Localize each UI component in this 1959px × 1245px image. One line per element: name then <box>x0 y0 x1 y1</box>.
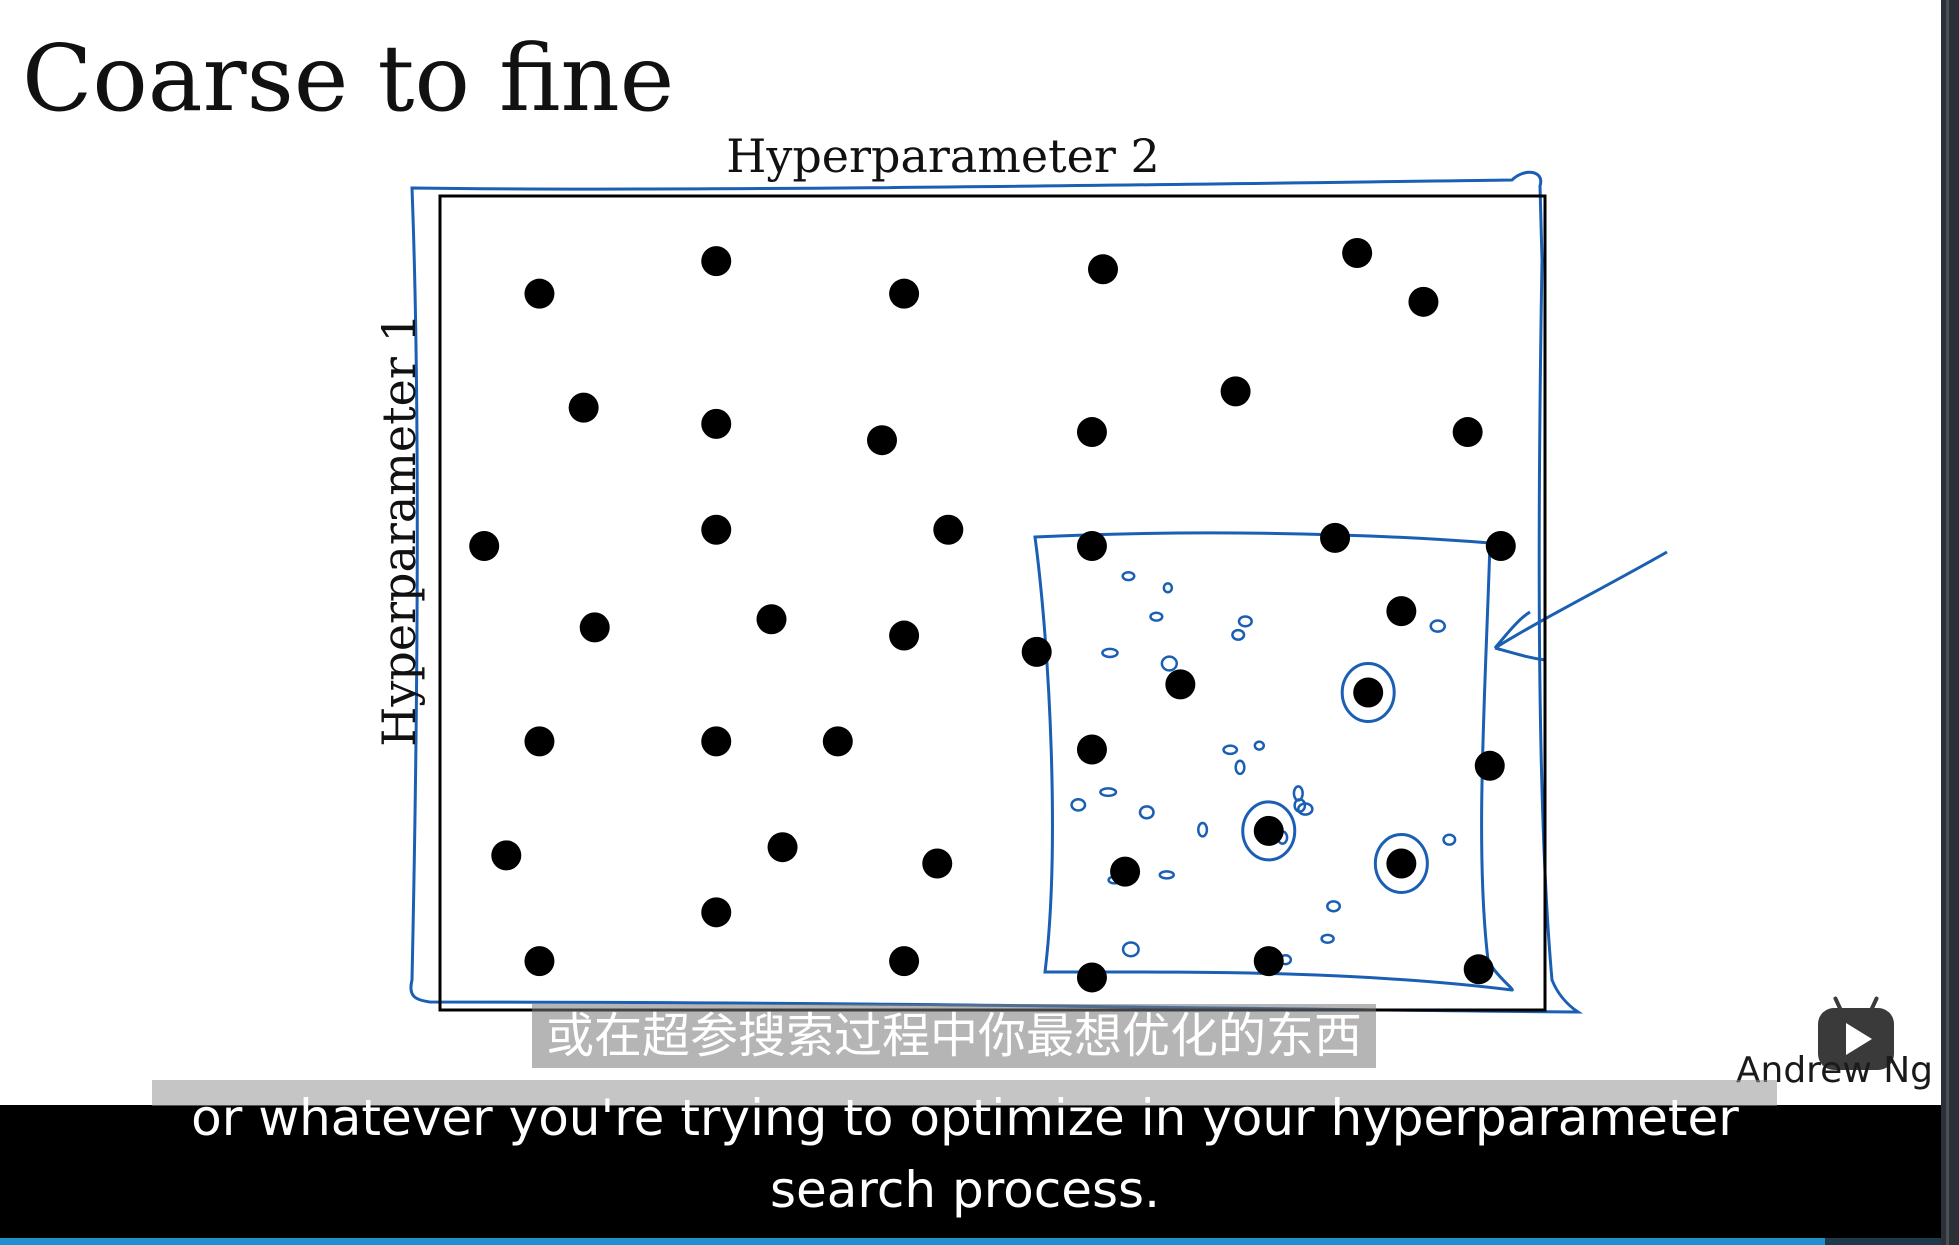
data-point-15 <box>1076 531 1107 562</box>
data-point-2 <box>889 278 920 309</box>
data-point-18 <box>579 612 610 643</box>
fine-sample-mark-8 <box>1121 570 1136 582</box>
play-triangle-icon <box>1846 1023 1872 1055</box>
data-point-37 <box>524 946 555 977</box>
data-point-29 <box>1474 750 1505 781</box>
data-point-0 <box>524 278 555 309</box>
bilibili-tv-icon[interactable] <box>1818 995 1894 1070</box>
data-point-31 <box>767 832 798 863</box>
data-point-20 <box>889 620 920 651</box>
fine-sample-mark-10 <box>1197 821 1209 838</box>
fine-sample-mark-14 <box>1070 798 1087 812</box>
data-point-1 <box>701 246 732 277</box>
data-point-16 <box>1320 522 1351 553</box>
data-point-14 <box>933 514 964 545</box>
data-point-23 <box>1165 669 1196 700</box>
data-point-41 <box>1463 954 1494 985</box>
x-axis-label: Hyperparameter 2 <box>726 129 1159 183</box>
data-point-24 <box>1353 677 1384 708</box>
fine-sample-mark-21 <box>1138 805 1155 820</box>
subtitle-english: or whatever you're trying to optimize in… <box>191 1089 1739 1219</box>
data-point-7 <box>701 408 732 439</box>
video-progress-bar[interactable] <box>0 1238 1941 1245</box>
data-point-17 <box>1485 531 1516 562</box>
fine-sample-mark-25 <box>1101 647 1119 659</box>
data-point-10 <box>1220 376 1251 407</box>
subtitle-bar <box>0 1105 1941 1240</box>
data-point-30 <box>491 840 522 871</box>
plot-frame <box>438 194 1547 1012</box>
arrow-annotation <box>1493 550 1668 662</box>
data-point-35 <box>1386 848 1417 879</box>
data-point-6 <box>568 392 599 423</box>
circled-points <box>1241 662 1429 894</box>
data-point-28 <box>1076 734 1107 765</box>
fine-sample-mark-0 <box>1253 740 1266 751</box>
y-axis-label: Hyperparameter 1 <box>372 313 426 746</box>
subtitle-highlight <box>152 1080 1777 1106</box>
fine-sample-mark-24 <box>1237 615 1253 628</box>
data-point-8 <box>867 425 897 456</box>
fine-sample-mark-18 <box>1160 655 1179 672</box>
data-point-21 <box>1021 636 1052 667</box>
data-point-4 <box>1342 237 1373 268</box>
data-point-26 <box>701 726 732 757</box>
fine-sample-mark-23 <box>1292 785 1304 802</box>
data-point-40 <box>1253 946 1284 977</box>
data-point-27 <box>822 726 853 757</box>
fine-sample-mark-22 <box>1162 582 1174 594</box>
data-point-11 <box>1452 417 1483 448</box>
data-point-9 <box>1076 417 1107 448</box>
circled-point-0 <box>1340 662 1396 724</box>
fine-sample-mark-16 <box>1231 628 1246 641</box>
fine-region-outline <box>1033 531 1514 992</box>
window-edge-strip <box>1941 0 1959 1245</box>
circled-point-1 <box>1241 800 1297 862</box>
data-point-32 <box>922 848 953 879</box>
data-point-12 <box>469 531 500 562</box>
data-point-3 <box>1088 254 1118 285</box>
data-point-25 <box>524 726 555 757</box>
fine-sample-mark-11 <box>1149 611 1164 622</box>
fine-sample-mark-3 <box>1320 933 1335 944</box>
data-point-13 <box>701 514 732 545</box>
fine-sample-mark-6 <box>1099 787 1118 798</box>
outer-annotation-outline <box>409 170 1584 1014</box>
data-points <box>469 237 1516 993</box>
fine-sample-mark-1 <box>1234 759 1246 776</box>
data-point-22 <box>1386 596 1417 627</box>
fine-sample-mark-7 <box>1222 744 1239 756</box>
fine-sample-mark-15 <box>1442 833 1457 846</box>
window-edge-highlight <box>1946 0 1949 1245</box>
data-point-33 <box>1110 856 1141 887</box>
data-point-34 <box>1253 815 1284 846</box>
fine-sample-mark-12 <box>1297 802 1314 816</box>
fine-sample-mark-4 <box>1326 900 1342 913</box>
scatter-plot: Hyperparameter 2 Hyperparameter 1 <box>372 129 1668 1014</box>
fine-sample-mark-17 <box>1158 870 1175 880</box>
fine-sample-mark-5 <box>1121 941 1140 958</box>
slide-canvas: Coarse to fine Hyperparameter 2 Hyperpar… <box>22 25 1668 1014</box>
data-point-19 <box>756 604 787 635</box>
slide-title: Coarse to fine <box>22 25 675 132</box>
data-point-5 <box>1408 286 1439 317</box>
fine-sample-mark-19 <box>1429 619 1446 633</box>
data-point-38 <box>889 946 920 977</box>
subtitle-chinese: 或在超参搜索过程中你最想优化的东西 <box>532 1004 1377 1068</box>
data-point-36 <box>701 897 732 928</box>
fine-sample-marks <box>1070 570 1457 966</box>
video-progress-fill <box>0 1238 1825 1245</box>
data-point-39 <box>1076 962 1107 993</box>
circled-point-2 <box>1373 832 1429 894</box>
